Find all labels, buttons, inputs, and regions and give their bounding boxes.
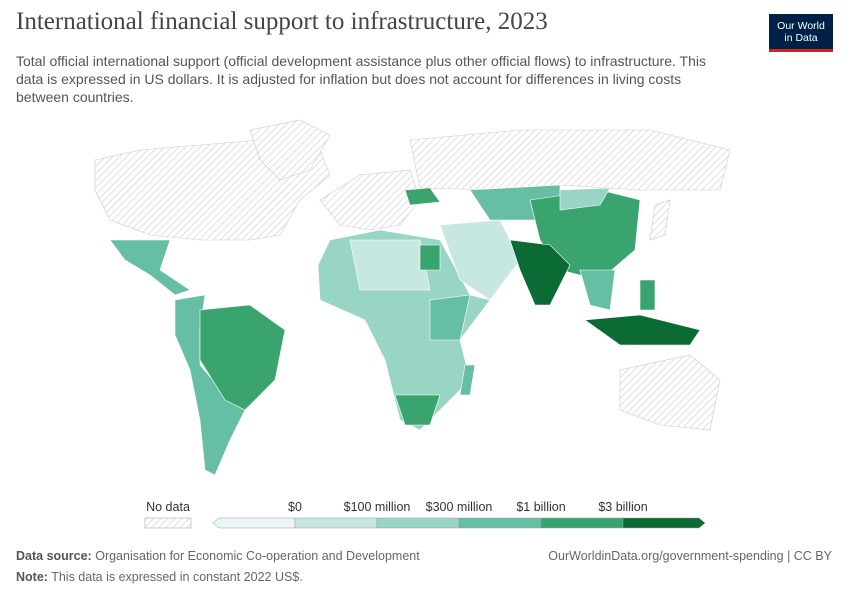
source-text[interactable]: Organisation for Economic Co-operation a… (95, 549, 420, 563)
legend-no-data-swatch (144, 517, 192, 529)
greenland (249, 119, 331, 181)
legend-tick-label: $3 billion (598, 500, 647, 514)
note-label: Note: (16, 570, 48, 584)
legend-tick-label: $300 million (426, 500, 493, 514)
east-africa (429, 294, 471, 341)
japan (649, 199, 671, 241)
australia (619, 354, 721, 431)
madagascar (459, 364, 476, 396)
southeast-asia (579, 269, 616, 311)
legend-swatch (212, 517, 296, 529)
egypt (419, 244, 441, 271)
indonesia (584, 314, 701, 346)
mongolia (559, 187, 611, 211)
subtitle: Total official international support (of… (16, 53, 706, 105)
south-africa (394, 394, 441, 426)
central-america (109, 239, 191, 296)
title: International financial support to infra… (16, 8, 548, 35)
europe (319, 169, 421, 231)
legend-swatch (376, 517, 460, 529)
legend-swatch (622, 517, 706, 529)
brazil (199, 304, 286, 411)
url[interactable]: OurWorldinData.org/government-spending |… (548, 549, 832, 563)
logo[interactable]: Our World in Data (769, 14, 833, 52)
legend-swatch (540, 517, 624, 529)
legend-swatch (294, 517, 378, 529)
note: Note: This data is expressed in constant… (16, 570, 303, 584)
legend-tick-label: $1 billion (516, 500, 565, 514)
legend-tick-label: $100 million (344, 500, 411, 514)
russia (409, 129, 731, 191)
legend: No data $0 $100 million $300 million $1 bil… (144, 500, 706, 529)
philippines (639, 279, 656, 311)
legend-no-data-label: No data (146, 500, 190, 514)
note-text: This data is expressed in constant 2022 … (51, 570, 303, 584)
middle-east (439, 219, 521, 301)
source-label: Data source: (16, 549, 92, 563)
ukraine (404, 187, 441, 206)
logo-line: Our World (777, 20, 825, 32)
legend-tick-label: $0 (288, 500, 302, 514)
source: Data source: Organisation for Economic C… (16, 549, 420, 563)
sahel (349, 239, 431, 291)
india (509, 239, 571, 306)
logo-line: in Data (784, 32, 818, 44)
legend-swatch (458, 517, 542, 529)
countries (94, 119, 731, 476)
